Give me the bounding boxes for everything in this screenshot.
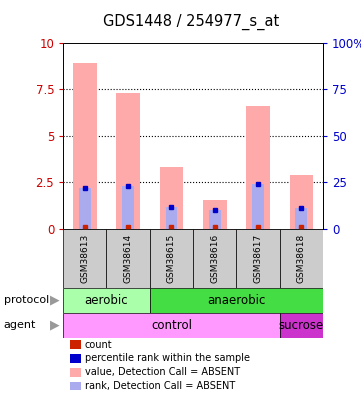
Text: sucrose: sucrose [279, 319, 324, 332]
Text: ▶: ▶ [50, 294, 60, 307]
Bar [246, 106, 270, 229]
Bar [295, 208, 308, 229]
Text: GSM38615: GSM38615 [167, 234, 176, 283]
Text: GSM38618: GSM38618 [297, 234, 306, 283]
Bar [209, 210, 221, 229]
Text: value, Detection Call = ABSENT: value, Detection Call = ABSENT [85, 367, 240, 377]
FancyBboxPatch shape [150, 229, 193, 288]
Text: aerobic: aerobic [85, 294, 128, 307]
Text: protocol: protocol [4, 295, 49, 305]
Bar [280, 313, 323, 338]
FancyBboxPatch shape [63, 229, 106, 288]
FancyBboxPatch shape [106, 229, 150, 288]
Text: GDS1448 / 254977_s_at: GDS1448 / 254977_s_at [103, 14, 279, 30]
Text: control: control [151, 319, 192, 332]
Bar [203, 200, 227, 229]
Text: GSM38614: GSM38614 [124, 234, 132, 283]
Bar [73, 63, 97, 229]
Bar [166, 207, 178, 229]
Bar [150, 288, 323, 313]
Text: GSM38616: GSM38616 [210, 234, 219, 283]
Bar [290, 175, 313, 229]
Text: rank, Detection Call = ABSENT: rank, Detection Call = ABSENT [85, 381, 235, 391]
Text: percentile rank within the sample: percentile rank within the sample [85, 354, 250, 363]
FancyBboxPatch shape [280, 229, 323, 288]
Text: GSM38617: GSM38617 [254, 234, 262, 283]
FancyBboxPatch shape [236, 229, 280, 288]
Bar [63, 313, 280, 338]
Bar [122, 186, 134, 229]
Text: GSM38613: GSM38613 [81, 234, 89, 283]
Bar [79, 188, 91, 229]
Bar [160, 167, 183, 229]
FancyBboxPatch shape [193, 229, 236, 288]
Text: anaerobic: anaerobic [207, 294, 266, 307]
Bar [252, 184, 264, 229]
Bar [63, 288, 150, 313]
Text: ▶: ▶ [50, 319, 60, 332]
Text: agent: agent [4, 320, 36, 330]
Text: count: count [85, 340, 113, 350]
Bar [116, 93, 140, 229]
